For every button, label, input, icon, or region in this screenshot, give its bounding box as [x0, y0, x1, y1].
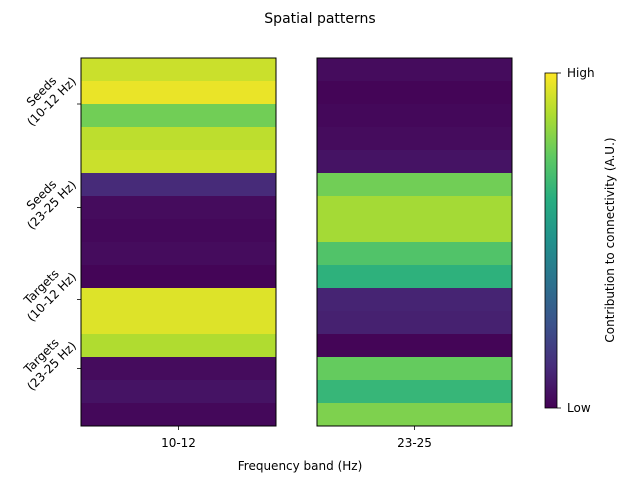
heatmap-panel-10-12 — [81, 58, 276, 427]
heatmap-cell — [317, 81, 512, 105]
heatmap-cell — [317, 357, 512, 381]
colorbar-max-label: High — [567, 66, 595, 80]
heatmap-cell — [317, 219, 512, 243]
y-tick-label: Seeds(23-25 Hz) — [14, 168, 79, 233]
heatmap-cell — [81, 311, 276, 335]
y-tick-label: Targets(10-12 Hz) — [14, 260, 79, 325]
chart-title: Spatial patterns — [264, 11, 375, 27]
colorbar-min-label: Low — [567, 401, 591, 415]
heatmap-cell — [317, 173, 512, 197]
heatmap-cell — [317, 288, 512, 312]
heatmap-cell — [81, 265, 276, 289]
heatmap-cell — [81, 196, 276, 220]
heatmap-cell — [81, 334, 276, 358]
heatmap-cell — [317, 311, 512, 335]
heatmap-cell — [317, 265, 512, 289]
heatmap-cell — [317, 380, 512, 404]
heatmap-cell — [81, 150, 276, 174]
x-tick-label: 10-12 — [161, 436, 196, 450]
y-tick-label: Seeds(10-12 Hz) — [14, 64, 79, 129]
heatmap-cell — [81, 58, 276, 82]
heatmap-cell — [317, 242, 512, 266]
heatmap-cell — [81, 173, 276, 197]
heatmap-cell — [81, 403, 276, 427]
heatmap-cell — [81, 357, 276, 381]
heatmap-cell — [317, 104, 512, 128]
heatmap-cell — [81, 81, 276, 105]
heatmap-cell — [317, 334, 512, 358]
y-axis-ticks: Seeds(10-12 Hz) Seeds(23-25 Hz) Targets(10… — [14, 64, 81, 394]
colorbar: High Low Contribution to connectivity (A… — [544, 66, 617, 415]
heatmap-cell — [317, 127, 512, 151]
colorbar-gradient — [544, 72, 558, 409]
x-tick-label: 23-25 — [397, 436, 432, 450]
heatmap-cell — [81, 380, 276, 404]
x-axis-label: Frequency band (Hz) — [238, 459, 363, 473]
heatmap-cell — [81, 104, 276, 128]
heatmap-cell — [81, 127, 276, 151]
colorbar-axis-label: Contribution to connectivity (A.U.) — [603, 137, 617, 342]
heatmap-cell — [317, 58, 512, 82]
heatmap-cell — [81, 242, 276, 266]
heatmap-cell — [81, 219, 276, 243]
x-axis-ticks: 10-12 23-25 — [161, 426, 432, 450]
y-tick-label: Targets(23-25 Hz) — [14, 329, 79, 394]
heatmap-panel-23-25 — [317, 58, 512, 427]
heatmap-cell — [81, 288, 276, 312]
heatmap-cell — [317, 196, 512, 220]
heatmap-cell — [317, 403, 512, 427]
heatmap-cell — [317, 150, 512, 174]
